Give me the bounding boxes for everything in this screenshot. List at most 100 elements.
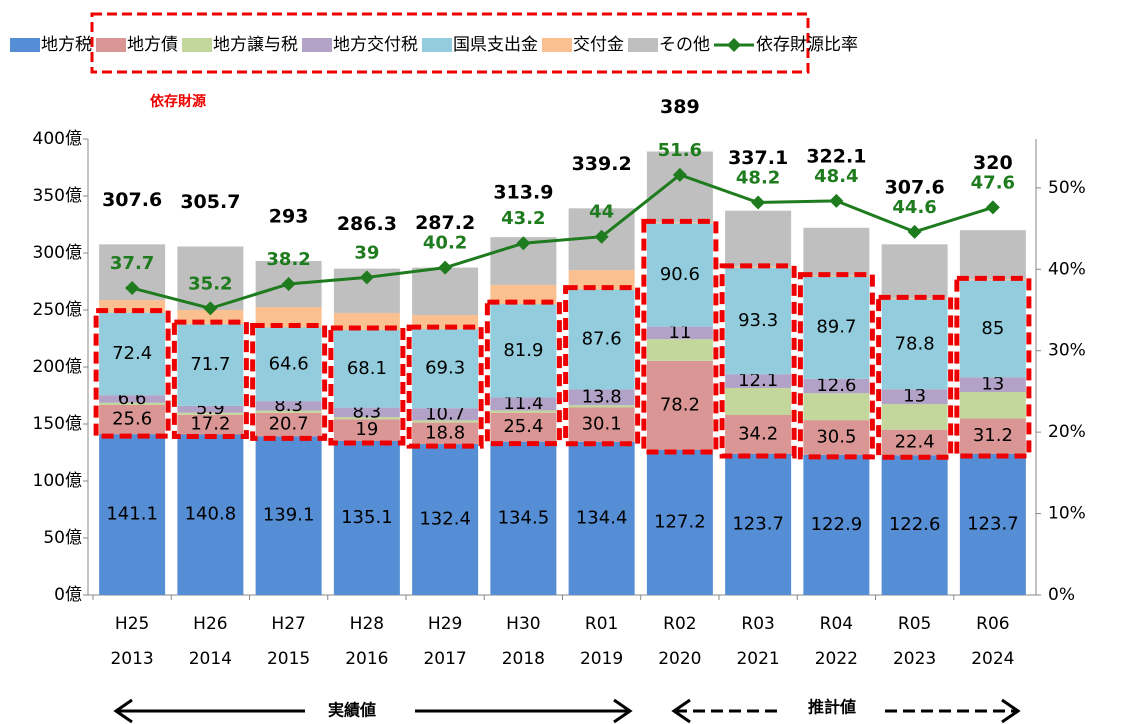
dependent-box <box>797 272 875 460</box>
bar-segment <box>490 284 557 305</box>
bar-segment <box>490 412 557 442</box>
bar-segment <box>255 410 322 413</box>
legend-swatch <box>96 38 126 52</box>
data-label: 13 <box>981 374 1004 395</box>
total-label: 389 <box>660 96 700 118</box>
bar-segment <box>646 326 713 340</box>
bar-segment <box>255 436 322 595</box>
ratio-label: 35.2 <box>188 273 232 294</box>
bar-segment <box>255 307 322 328</box>
legend-label: 地方譲与税 <box>213 35 298 55</box>
bar-segment <box>646 151 713 223</box>
bar-segment <box>490 397 557 411</box>
x-tick-label: 2021 <box>736 649 779 669</box>
data-label: 78.8 <box>895 333 935 354</box>
bar-segment <box>177 412 244 415</box>
bar-segment <box>881 244 948 299</box>
legend-swatch <box>182 38 212 52</box>
x-tick-label: H26 <box>193 614 227 634</box>
x-tick-label: 2015 <box>267 649 310 669</box>
bar-segment <box>99 434 166 595</box>
bar-segment <box>646 360 713 450</box>
ratio-marker <box>985 200 1000 215</box>
data-label: 12.1 <box>738 370 778 391</box>
total-label: 313.9 <box>493 182 553 204</box>
y-tick-label: 400億 <box>33 129 82 149</box>
total-label: 307.6 <box>102 189 162 211</box>
x-tick-label: 2013 <box>110 649 153 669</box>
ratio-label: 44 <box>589 202 614 223</box>
x-tick-label: H28 <box>350 614 384 634</box>
y-tick-label: 50億 <box>43 528 82 548</box>
ratio-label: 44.6 <box>892 197 936 218</box>
ratio-marker <box>203 301 218 316</box>
actual-label: 実績値 <box>328 701 376 720</box>
data-label: 10.7 <box>425 403 465 424</box>
ratio-marker <box>594 229 609 244</box>
bar-segment <box>177 324 244 406</box>
bar-segment <box>568 441 635 595</box>
data-label: 85 <box>981 318 1004 339</box>
dependent-box <box>171 319 249 439</box>
ratio-marker <box>516 236 531 251</box>
data-label: 31.2 <box>973 425 1013 446</box>
total-label: 287.2 <box>415 212 475 234</box>
data-label: 141.1 <box>106 504 158 525</box>
data-label: 34.2 <box>738 423 778 444</box>
y2-tick-label: 40% <box>1048 259 1086 279</box>
bar-segment <box>725 387 792 415</box>
dependent-box <box>641 218 719 455</box>
y-tick-label: 0億 <box>54 585 82 605</box>
total-label: 305.7 <box>180 191 240 213</box>
dependent-box <box>484 299 562 447</box>
ratio-marker <box>751 195 766 210</box>
ratio-label: 48.2 <box>736 168 780 189</box>
data-label: 30.1 <box>582 414 622 435</box>
x-tick-label: H30 <box>506 614 540 634</box>
data-label: 134.4 <box>576 507 628 528</box>
x-tick-label: H25 <box>115 614 149 634</box>
x-tick-label: H29 <box>428 614 462 634</box>
bar-segment <box>568 407 635 442</box>
y2-tick-label: 20% <box>1048 422 1086 442</box>
dependent-box <box>954 275 1032 459</box>
bar-segment <box>881 299 948 390</box>
y2-tick-label: 0% <box>1048 585 1075 605</box>
bar-segment <box>490 441 557 595</box>
data-label: 81.9 <box>503 340 543 361</box>
ratio-label: 39 <box>354 242 379 263</box>
y2-tick-label: 30% <box>1048 341 1086 361</box>
data-label: 93.3 <box>738 310 778 331</box>
dependent-box <box>250 322 328 441</box>
bar-segment <box>803 454 870 595</box>
total-label: 337.1 <box>728 147 788 169</box>
bar-segment <box>333 440 400 595</box>
bar-segment <box>177 246 244 310</box>
y-tick-label: 200億 <box>33 357 82 377</box>
ratio-label: 47.6 <box>971 172 1015 193</box>
x-tick-label: 2018 <box>502 649 545 669</box>
bar-segment <box>177 405 244 413</box>
bar-segment <box>803 276 870 379</box>
x-tick-label: 2017 <box>423 649 466 669</box>
bar-segment <box>412 329 479 409</box>
bar-segment <box>99 404 166 435</box>
bar-segment <box>803 378 870 394</box>
bar-segment <box>412 422 479 445</box>
ratio-line <box>131 173 994 310</box>
x-tick-label: 2019 <box>580 649 623 669</box>
data-label: 19 <box>355 419 378 440</box>
legend-label: 地方交付税 <box>333 35 418 55</box>
ratio-marker <box>672 167 687 182</box>
x-tick-label: R04 <box>820 614 853 634</box>
bar-segment <box>99 312 166 396</box>
bar-segment <box>568 389 635 406</box>
bar-segment <box>881 389 948 405</box>
legend-label: 地方税 <box>41 35 92 55</box>
legend-swatch <box>302 38 332 52</box>
legend-label: 依存財源比率 <box>756 35 858 55</box>
data-label: 122.9 <box>811 514 863 535</box>
data-label: 135.1 <box>341 507 393 528</box>
data-label: 25.4 <box>503 416 543 437</box>
